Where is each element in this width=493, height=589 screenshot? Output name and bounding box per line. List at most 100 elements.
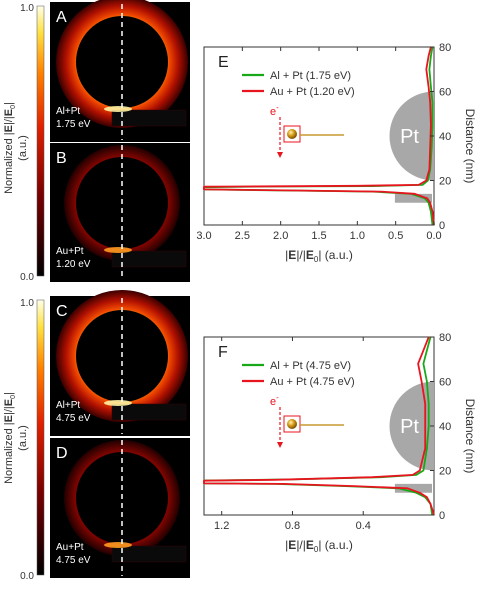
map-label-line2: 1.20 eV: [56, 259, 91, 270]
electron-label-sup: -: [276, 103, 279, 112]
panel-letter-c: C: [56, 303, 68, 320]
x-axis-label-unit: | (a.u.): [318, 248, 352, 262]
map-label-line1: Au+Pt: [56, 542, 84, 553]
y-tick-label: 20: [439, 466, 451, 478]
electron-label-e: e: [270, 106, 276, 118]
pt-label: Pt: [400, 126, 419, 148]
panel-letter-d: D: [56, 445, 68, 462]
y-tick-label: 0: [439, 510, 445, 522]
map-label-line1: Al+Pt: [56, 106, 80, 117]
pt-semicircle: [389, 91, 434, 181]
panel-letter-a: A: [56, 9, 67, 26]
map-label-line1: Au+Pt: [56, 246, 84, 257]
colorbar-top-label: Normalized |E|/|E0| (a.u.): [3, 102, 29, 194]
legend-label: Au + Pt (4.75 eV): [270, 376, 355, 388]
x-tick-label: 2.0: [273, 230, 288, 242]
chart-panel-e: Pte-3.0 2.5 2.0 1.5 1.0 0.5 0.0020406080|E|/|E…: [196, 42, 477, 264]
junction-hotspot: [104, 400, 132, 406]
colorbar-bottom: 1.0 0.0 Normalized |E|/|E0| (a.u.): [3, 298, 45, 582]
y-tick-label: 40: [439, 131, 451, 143]
pt-substrate-bar: [111, 403, 187, 421]
map-label-line1: Al+Pt: [56, 400, 80, 411]
colorbar-bottom-gradient: [36, 299, 45, 576]
x-tick-label: 1.0: [350, 230, 365, 242]
colorbar-bottom-label: Normalized |E|/|E0| (a.u.): [3, 392, 29, 484]
x-axis-label-mid: |/|: [296, 248, 306, 262]
x-axis-label-bar: |: [285, 248, 288, 262]
inset-nanoparticle: [287, 419, 297, 429]
electron-label: e-: [270, 393, 279, 408]
x-axis-label-bar: |: [285, 538, 288, 552]
y-axis-label: Distance (nm): [463, 399, 477, 474]
colorbar-bottom-unit: (a.u.): [17, 425, 29, 451]
field-map-d: D Au+Pt 4.75 eV: [50, 438, 190, 578]
y-tick-label: 80: [439, 332, 451, 344]
junction-hotspot: [104, 247, 132, 253]
x-axis-label-e: E: [288, 248, 296, 262]
x-axis-label-e0: E: [306, 248, 314, 262]
map-label-line2: 4.75 eV: [56, 555, 91, 566]
panel-letter: F: [218, 344, 228, 361]
series-line-au: [203, 336, 435, 516]
electron-label: e-: [270, 103, 279, 118]
junction-hotspot: [104, 542, 132, 548]
x-axis-label-e0: E: [306, 538, 314, 552]
y-tick-label: 40: [439, 421, 451, 433]
x-axis-label-sub: 0: [314, 255, 319, 264]
colorbar-top-max-tick: 1.0: [20, 3, 34, 14]
electron-label-e: e: [270, 396, 276, 408]
field-map-c: C Al+Pt 4.75 eV: [50, 290, 190, 436]
pt-semicircle: [389, 381, 434, 471]
colorbar-bottom-min-tick: 0.0: [20, 571, 34, 582]
substrate-block: [394, 483, 432, 493]
x-axis-label: |E|/|E0| (a.u.): [285, 248, 353, 264]
pt-substrate-bar: [111, 109, 187, 127]
x-axis-label-sub: 0: [314, 545, 319, 554]
y-tick-label: 20: [439, 176, 451, 188]
legend-label: Au + Pt (1.20 eV): [270, 86, 355, 98]
pt-substrate-bar: [111, 250, 187, 268]
substrate-block: [394, 193, 432, 203]
colorbar-bottom-max-tick: 1.0: [20, 298, 34, 309]
y-tick-label: 0: [439, 220, 445, 232]
field-map-a: A Al+Pt 1.75 eV: [50, 0, 190, 142]
x-tick-label: 1.5: [311, 230, 326, 242]
x-axis-label-mid: |/|: [296, 538, 306, 552]
x-axis-label: |E|/|E0| (a.u.): [285, 538, 353, 554]
colorbar-top-unit: (a.u.): [17, 135, 29, 161]
x-tick-label: 0.5: [388, 230, 403, 242]
pt-label: Pt: [400, 416, 419, 438]
x-axis-label-e: E: [288, 538, 296, 552]
colorbar-top-gradient: [36, 5, 45, 277]
y-tick-label: 80: [439, 42, 451, 54]
map-label-line2: 4.75 eV: [56, 413, 91, 424]
colorbar-top-label-text: Normalized |E|/|E0|: [3, 102, 17, 194]
x-tick-label: 0.0: [426, 230, 441, 242]
inset-box: [283, 415, 301, 433]
panel-letter: E: [218, 54, 229, 71]
colorbar-top-min-tick: 0.0: [20, 272, 34, 283]
x-tick-label: 1.2: [214, 520, 229, 532]
inset-nanoparticle: [287, 129, 297, 139]
x-axis-label-unit: | (a.u.): [318, 538, 352, 552]
inset-box: [283, 125, 301, 143]
x-tick-label: 2.5: [235, 230, 250, 242]
colorbar-top: 1.0 0.0 Normalized |E|/|E0| (a.u.): [3, 3, 45, 283]
y-axis-label: Distance (nm): [463, 109, 477, 184]
x-tick-label: 0.8: [285, 520, 300, 532]
x-tick-label: 3.0: [196, 230, 211, 242]
series-line-au: [203, 46, 435, 226]
y-tick-label: 60: [439, 377, 451, 389]
junction-hotspot: [104, 106, 132, 112]
electron-label-sup: -: [276, 393, 279, 402]
legend-label: Al + Pt (1.75 eV): [270, 70, 351, 82]
map-label-line2: 1.75 eV: [56, 119, 91, 130]
panel-letter-b: B: [56, 150, 67, 167]
field-map-b: B Au+Pt 1.20 eV: [50, 143, 190, 282]
pt-substrate-bar: [111, 545, 187, 563]
y-tick-label: 60: [439, 87, 451, 99]
legend-label: Al + Pt (4.75 eV): [270, 360, 351, 372]
